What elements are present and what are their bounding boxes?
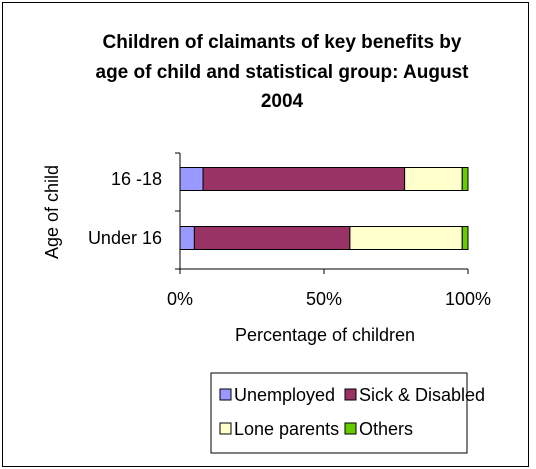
chart-title: Children of claimants of key benefits by… — [96, 32, 470, 112]
bar-segment — [404, 167, 463, 191]
bar-segment — [461, 167, 469, 191]
bars-group — [179, 167, 469, 250]
legend-swatch — [344, 388, 357, 401]
bar-segment — [179, 226, 195, 250]
legend-swatch — [344, 422, 357, 435]
chart-title-line: Children of claimants of key benefits by — [103, 32, 462, 53]
chart-title-line: age of child and statistical group: Augu… — [96, 62, 470, 83]
x-tick-label: 0% — [167, 289, 193, 309]
bar-segment — [349, 226, 463, 250]
legend-swatch — [219, 422, 232, 435]
y-tick-label: Under 16 — [88, 228, 162, 248]
legend-label: Lone parents — [234, 419, 339, 439]
bar-segment — [461, 226, 469, 250]
y-axis-label: Age of child — [42, 165, 62, 259]
legend-label: Others — [359, 419, 413, 439]
axes-group: 0% 50% 100% 16 -18 Under 16 — [88, 152, 491, 309]
y-tick-label: 16 -18 — [111, 169, 162, 189]
x-tick-label: 100% — [445, 289, 491, 309]
x-tick-label: 50% — [306, 289, 342, 309]
bar-segment — [193, 226, 351, 250]
legend-label: Sick & Disabled — [359, 385, 485, 405]
chart-title-line: 2004 — [261, 91, 304, 112]
legend: Unemployed Sick & Disabled Lone parents Oth… — [219, 385, 485, 439]
legend-label: Unemployed — [234, 385, 335, 405]
x-axis-label: Percentage of children — [235, 325, 415, 345]
bar-segment — [179, 167, 204, 191]
bar-segment — [202, 167, 406, 191]
legend-swatch — [219, 388, 232, 401]
legend-box — [210, 372, 468, 454]
